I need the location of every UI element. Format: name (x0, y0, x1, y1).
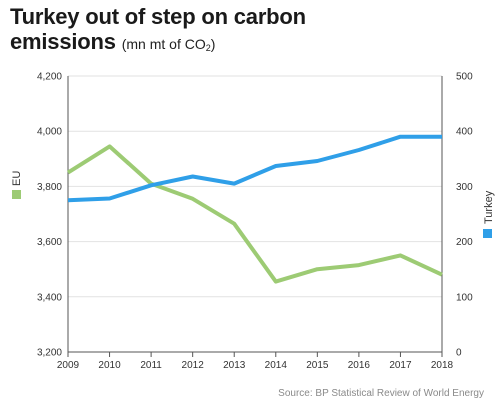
legend-label-turkey: Turkey (483, 190, 495, 224)
legend-label-eu: EU (11, 171, 23, 186)
x-tick-label: 2016 (348, 360, 371, 371)
left-y-tick-label: 3,200 (37, 348, 62, 359)
left-y-tick-label: 4,200 (37, 72, 62, 83)
x-tick-label: 2015 (306, 360, 329, 371)
legend-swatch-eu (12, 190, 21, 199)
unit-prefix: (mn mt of CO (121, 36, 206, 52)
unit-suffix: ) (210, 36, 216, 52)
x-tick-label: 2010 (98, 360, 121, 371)
chart-title: Turkey out of step on carbon emissions (… (10, 4, 490, 61)
chart-unit: (mn mt of CO2) (121, 36, 216, 53)
right-y-tick-label: 200 (456, 237, 473, 248)
title-line-2-wrap: emissions (mn mt of CO2) (10, 29, 490, 61)
left-y-tick-label: 4,000 (37, 127, 62, 138)
series-line-eu (66, 144, 443, 284)
x-tick-label: 2017 (389, 360, 412, 371)
right-y-tick-label: 300 (456, 182, 473, 193)
x-tick-label: 2018 (431, 360, 454, 371)
title-line-1: Turkey out of step on carbon (10, 4, 306, 29)
x-tick-label: 2011 (140, 360, 162, 371)
right-y-tick-label: 0 (456, 348, 462, 359)
right-y-tick-label: 100 (456, 292, 473, 303)
right-y-tick-label: 400 (456, 127, 473, 138)
x-tick-label: 2012 (182, 360, 205, 371)
x-tick-label: 2013 (223, 360, 246, 371)
left-y-tick-label: 3,600 (37, 237, 62, 248)
x-tick-label: 2014 (265, 360, 288, 371)
unit-subscript: 2 (205, 43, 211, 53)
series-line-turkey (67, 134, 442, 203)
left-y-tick-label: 3,400 (37, 292, 62, 303)
source-note: Source: BP Statistical Review of World E… (278, 388, 484, 399)
right-y-tick-label: 500 (456, 72, 473, 83)
legend-swatch-turkey (483, 229, 492, 238)
title-line-2: emissions (10, 29, 116, 54)
left-y-tick-label: 3,800 (37, 182, 62, 193)
x-tick-label: 2009 (57, 360, 80, 371)
